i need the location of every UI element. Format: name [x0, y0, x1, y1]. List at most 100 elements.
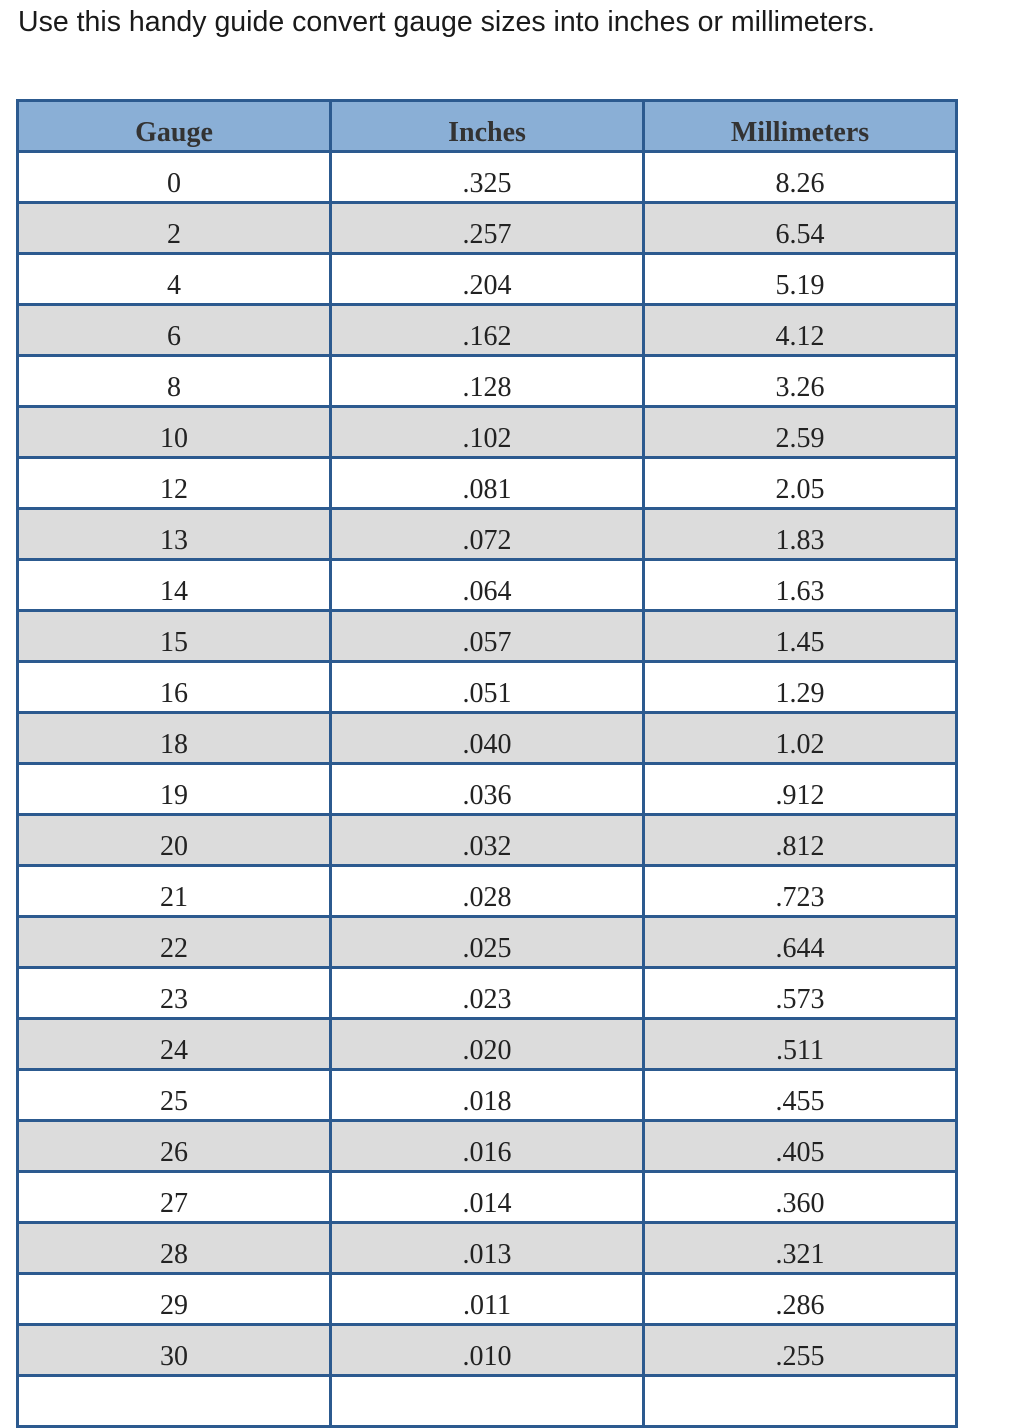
millimeters-cell: 2.59 [642, 405, 958, 459]
inches-cell: .028 [329, 864, 645, 918]
inches-cell: .018 [329, 1068, 645, 1122]
millimeters-cell: .286 [642, 1272, 958, 1326]
table-row: 24.020.511 [16, 1017, 958, 1071]
inches-cell: .325 [329, 150, 645, 204]
gauge-cell: 12 [16, 456, 332, 510]
table-row: 12.081 2.05 [16, 456, 958, 510]
gauge-cell: 22 [16, 915, 332, 969]
table-row: 15.057 1.45 [16, 609, 958, 663]
millimeters-cell: 5.19 [642, 252, 958, 306]
inches-cell: .081 [329, 456, 645, 510]
table-row: 27.014.360 [16, 1170, 958, 1224]
inches-cell: .025 [329, 915, 645, 969]
millimeters-cell: .573 [642, 966, 958, 1020]
table-row: 30.010.255 [16, 1323, 958, 1377]
gauge-cell: 19 [16, 762, 332, 816]
inches-cell: .072 [329, 507, 645, 561]
millimeters-cell: 3.26 [642, 354, 958, 408]
gauge-cell: 8 [16, 354, 332, 408]
millimeters-cell: .455 [642, 1068, 958, 1122]
gauge-cell: 6 [16, 303, 332, 357]
inches-cell: .040 [329, 711, 645, 765]
table-row: 22.025.644 [16, 915, 958, 969]
intro-text: Use this handy guide convert gauge sizes… [18, 6, 876, 38]
inches-cell: .057 [329, 609, 645, 663]
gauge-cell: 28 [16, 1221, 332, 1275]
millimeters-cell: .644 [642, 915, 958, 969]
millimeters-cell: 2.05 [642, 456, 958, 510]
header-millimeters: Millimeters [642, 99, 958, 153]
millimeters-cell: .360 [642, 1170, 958, 1224]
inches-cell: .162 [329, 303, 645, 357]
gauge-cell: 15 [16, 609, 332, 663]
empty-cell [642, 1374, 958, 1428]
table-row: 16.051 1.29 [16, 660, 958, 714]
gauge-cell: 25 [16, 1068, 332, 1122]
inches-cell: .014 [329, 1170, 645, 1224]
inches-cell: .010 [329, 1323, 645, 1377]
gauge-cell: 21 [16, 864, 332, 918]
table-row: 13.072 1.83 [16, 507, 958, 561]
table-row: 8.128 3.26 [16, 354, 958, 408]
gauge-cell: 16 [16, 660, 332, 714]
millimeters-cell: .723 [642, 864, 958, 918]
table-row: 20.032.812 [16, 813, 958, 867]
millimeters-cell: .255 [642, 1323, 958, 1377]
gauge-cell: 30 [16, 1323, 332, 1377]
inches-cell: .032 [329, 813, 645, 867]
table-row: 29.011.286 [16, 1272, 958, 1326]
table-row: 14.064 1.63 [16, 558, 958, 612]
table-row-partial [16, 1374, 958, 1428]
inches-cell: .020 [329, 1017, 645, 1071]
table-row: 4.204 5.19 [16, 252, 958, 306]
inches-cell: .051 [329, 660, 645, 714]
millimeters-cell: .321 [642, 1221, 958, 1275]
table-row: 6.162 4.12 [16, 303, 958, 357]
inches-cell: .204 [329, 252, 645, 306]
gauge-cell: 0 [16, 150, 332, 204]
millimeters-cell: .912 [642, 762, 958, 816]
gauge-cell: 27 [16, 1170, 332, 1224]
inches-cell: .036 [329, 762, 645, 816]
table-row: 28.013.321 [16, 1221, 958, 1275]
millimeters-cell: .812 [642, 813, 958, 867]
gauge-cell: 24 [16, 1017, 332, 1071]
millimeters-cell: 6.54 [642, 201, 958, 255]
table-row: 2.257 6.54 [16, 201, 958, 255]
header-gauge: Gauge [16, 99, 332, 153]
table-row: 10.102 2.59 [16, 405, 958, 459]
millimeters-cell: 4.12 [642, 303, 958, 357]
gauge-cell: 18 [16, 711, 332, 765]
gauge-cell: 14 [16, 558, 332, 612]
millimeters-cell: 1.45 [642, 609, 958, 663]
empty-cell [16, 1374, 332, 1428]
gauge-cell: 20 [16, 813, 332, 867]
millimeters-cell: 1.83 [642, 507, 958, 561]
table-row: 21.028.723 [16, 864, 958, 918]
table-row: 26.016.405 [16, 1119, 958, 1173]
gauge-cell: 13 [16, 507, 332, 561]
gauge-cell: 10 [16, 405, 332, 459]
table-header-row: Gauge Inches Millimeters [16, 99, 958, 153]
header-inches: Inches [329, 99, 645, 153]
inches-cell: .011 [329, 1272, 645, 1326]
inches-cell: .064 [329, 558, 645, 612]
empty-cell [329, 1374, 645, 1428]
gauge-cell: 4 [16, 252, 332, 306]
table-row: 19.036.912 [16, 762, 958, 816]
table-row: 0.325 8.26 [16, 150, 958, 204]
inches-cell: .128 [329, 354, 645, 408]
gauge-cell: 26 [16, 1119, 332, 1173]
table-row: 23.023.573 [16, 966, 958, 1020]
inches-cell: .257 [329, 201, 645, 255]
millimeters-cell: 8.26 [642, 150, 958, 204]
table-row: 25.018.455 [16, 1068, 958, 1122]
table-row: 18.040 1.02 [16, 711, 958, 765]
millimeters-cell: 1.29 [642, 660, 958, 714]
gauge-cell: 2 [16, 201, 332, 255]
inches-cell: .016 [329, 1119, 645, 1173]
gauge-cell: 29 [16, 1272, 332, 1326]
millimeters-cell: .511 [642, 1017, 958, 1071]
gauge-cell: 23 [16, 966, 332, 1020]
inches-cell: .023 [329, 966, 645, 1020]
